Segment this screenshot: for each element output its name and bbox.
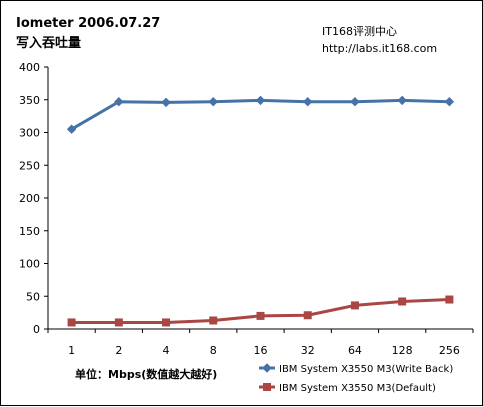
series-2-point [256, 311, 265, 320]
y-tick-label: 100 [19, 258, 40, 271]
x-tick-label: 2 [115, 344, 122, 357]
series-1-point [255, 95, 266, 106]
x-tick-label: 64 [348, 344, 362, 357]
x-tick-label: 128 [392, 344, 413, 357]
watermark-line-1: IT168评测中心 [322, 25, 397, 38]
series-1-point [114, 97, 124, 107]
series-1-point [397, 95, 407, 106]
series-2-point [398, 297, 407, 306]
y-tick-label: 350 [19, 94, 40, 107]
chart-title: Iometer 2006.07.27 [16, 16, 160, 31]
plot-area: 0 50 100 150 200 250 300 350 400 1 2 4 8 16 32 64 128 256 [19, 61, 474, 357]
series-1-point [208, 97, 218, 107]
x-axis-label: 单位：Mbps(数值越大越好) [75, 367, 217, 381]
legend: IBM System X3550 M3(Write Back) IBM Syste… [259, 363, 453, 394]
series-1-point [161, 97, 171, 108]
y-tick-label: 150 [19, 225, 40, 238]
x-tick-label: 16 [254, 344, 268, 357]
series-2-point [445, 295, 454, 304]
y-tick-label: 0 [33, 323, 40, 336]
legend-label-1: IBM System X3550 M3(Write Back) [279, 364, 453, 375]
y-tick-label: 300 [19, 127, 40, 140]
y-tick-label: 400 [19, 61, 40, 74]
y-tick-label: 50 [26, 290, 40, 303]
chart-subtitle: 写入吞吐量 [16, 35, 81, 51]
x-tick-label: 1 [68, 344, 75, 357]
series-2-point [303, 311, 312, 320]
x-tick-label: 256 [439, 344, 460, 357]
y-tick-label: 250 [19, 159, 40, 172]
series-2-point [67, 318, 76, 327]
y-tick-label: 200 [19, 192, 40, 205]
x-tick-label: 4 [163, 344, 170, 357]
legend-label-2: IBM System X3550 M3(Default) [279, 383, 436, 394]
legend-marker-1 [262, 363, 272, 373]
x-tick-label: 32 [301, 344, 315, 357]
legend-marker-2 [263, 383, 271, 391]
series-2-point [114, 318, 123, 327]
series-1-point [66, 124, 77, 134]
series-2-point [162, 318, 171, 327]
watermark-line-2: http://labs.it168.com [322, 42, 437, 55]
x-tick-label: 8 [210, 344, 217, 357]
series-1-point [444, 97, 455, 107]
series-2-point [350, 301, 359, 310]
series-1-point [350, 97, 360, 107]
series-2-point [209, 316, 218, 325]
series-1-point [303, 97, 313, 107]
